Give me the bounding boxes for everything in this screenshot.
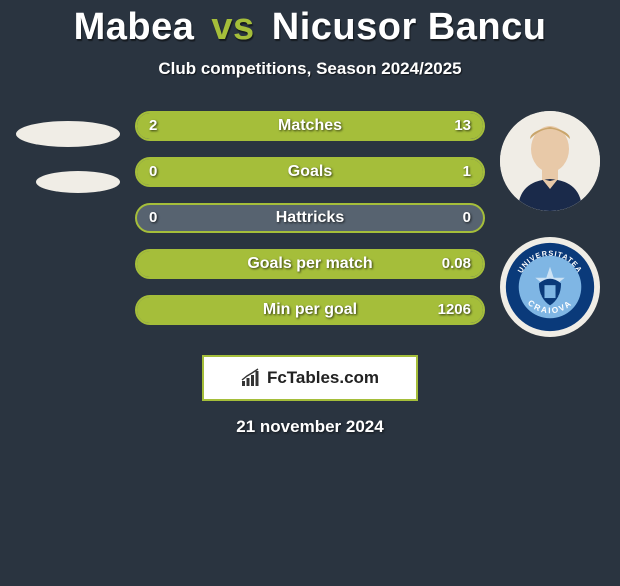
stat-value-right: 1 (463, 159, 471, 185)
stat-value-right: 0 (463, 205, 471, 231)
club-crest-icon: UNIVERSITATEA CRAIOVA (504, 241, 596, 333)
snapshot-date: 21 november 2024 (0, 417, 620, 437)
player2-name: Nicusor Bancu (272, 6, 547, 48)
player1-club-placeholder (36, 171, 120, 193)
player1-avatar-placeholder (16, 121, 120, 147)
stat-label: Goals (137, 159, 483, 185)
stat-row: Goals per match0.08 (135, 249, 485, 279)
source-badge-text: FcTables.com (267, 368, 379, 388)
comparison-panel: 2Matches130Goals10Hattricks0Goals per ma… (0, 111, 620, 351)
stat-row: 2Matches13 (135, 111, 485, 141)
stat-label: Goals per match (137, 251, 483, 277)
player2-avatar (500, 111, 600, 211)
stat-bars: 2Matches130Goals10Hattricks0Goals per ma… (135, 111, 485, 341)
stat-value-right: 13 (454, 113, 471, 139)
player1-name: Mabea (74, 6, 195, 48)
stat-row: 0Goals1 (135, 157, 485, 187)
stat-row: 0Hattricks0 (135, 203, 485, 233)
page-title: Mabea vs Nicusor Bancu (0, 6, 620, 49)
source-badge: FcTables.com (202, 355, 418, 401)
player2-column: UNIVERSITATEA CRAIOVA (500, 111, 600, 337)
stat-value-right: 0.08 (442, 251, 471, 277)
stat-label: Hattricks (137, 205, 483, 231)
player2-avatar-icon (500, 111, 600, 211)
player2-club-badge: UNIVERSITATEA CRAIOVA (500, 237, 600, 337)
vs-label: vs (211, 6, 254, 48)
subtitle: Club competitions, Season 2024/2025 (0, 59, 620, 79)
stat-row: Min per goal1206 (135, 295, 485, 325)
stat-value-right: 1206 (438, 297, 471, 323)
stat-label: Matches (137, 113, 483, 139)
stat-label: Min per goal (137, 297, 483, 323)
chart-icon (241, 368, 261, 388)
